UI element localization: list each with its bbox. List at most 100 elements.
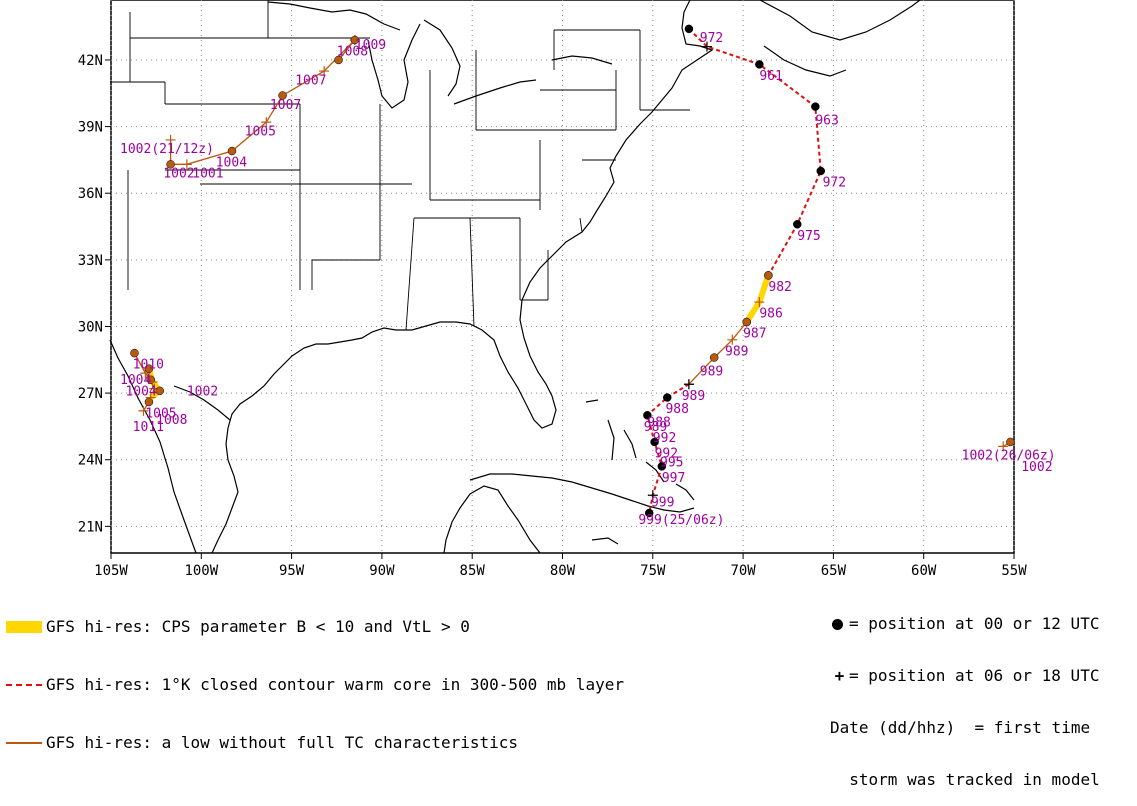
track-position-plus	[647, 490, 658, 501]
pressure-label: 1001	[192, 167, 223, 182]
legend-date-row: Date (dd/hhz) = first time	[830, 718, 1100, 737]
legend-date-label: Date (dd/hhz) = first time	[830, 718, 1091, 737]
pressure-label: 989	[682, 389, 705, 404]
pressure-label: 972	[823, 176, 846, 191]
lon-tick-label: 85W	[460, 563, 486, 579]
track-position-dot	[227, 146, 237, 156]
track-position-dot	[350, 35, 360, 45]
yucatan-coast	[443, 485, 541, 554]
pressure-label: 1005	[245, 124, 276, 139]
us-east-coast	[211, 0, 714, 554]
lon-tick-label: 90W	[369, 563, 395, 579]
pressure-label: 992	[655, 447, 678, 462]
lake-superior	[267, 1, 401, 31]
lon-tick-label: 55W	[1001, 563, 1027, 579]
lat-tick-label: 42N	[78, 53, 103, 69]
track-position-dot	[811, 102, 820, 111]
lake-michigan	[367, 23, 421, 109]
pressure-label: 1004	[216, 156, 247, 171]
pressure-label: 1010	[133, 358, 164, 373]
cuba-coast	[469, 473, 695, 513]
marker-legend: = position at 00 or 12 UTC + = position a…	[830, 580, 1100, 806]
legend-low-label: GFS hi-res: a low without full TC charac…	[46, 733, 519, 752]
pressure-label: 1007	[295, 73, 326, 88]
lat-tick-label: 39N	[78, 120, 103, 136]
storm-tracks	[130, 24, 1015, 518]
lat-tick-label: 33N	[78, 253, 103, 269]
pressure-label: 972	[700, 31, 723, 46]
low-swatch	[6, 742, 42, 744]
bahamas-3	[585, 399, 599, 403]
track-position-dot	[662, 393, 672, 402]
lake-erie	[453, 79, 537, 105]
state-borders	[110, 0, 690, 331]
legend-warm-row: GFS hi-res: 1°K closed contour warm core…	[0, 674, 624, 696]
pressure-label: 1007	[270, 98, 301, 113]
dot-icon	[832, 618, 843, 630]
track-position-dot	[657, 462, 667, 471]
pressure-label: 961	[759, 69, 782, 84]
legend-cps-label: GFS hi-res: CPS parameter B < 10 and VtL…	[46, 617, 470, 636]
track-position-dot	[650, 437, 659, 447]
pressure-label: 988	[665, 402, 688, 417]
pressure-label: 963	[815, 113, 838, 128]
track-position-plus	[145, 392, 156, 403]
lon-tick-label: 65W	[821, 563, 847, 579]
track-legend: GFS hi-res: CPS parameter B < 10 and VtL…	[0, 580, 624, 772]
bahamas-2	[623, 429, 637, 459]
track-position-dot	[1006, 437, 1015, 447]
track-position-plus	[319, 66, 330, 77]
lon-tick-label: 95W	[279, 563, 305, 579]
track-position-dot	[334, 55, 343, 65]
track-position-plus	[683, 379, 694, 390]
track-position-plus	[261, 117, 272, 128]
track-position-dot	[755, 60, 764, 69]
lake-ontario	[551, 55, 613, 65]
legend-warm-label: GFS hi-res: 1°K closed contour warm core…	[46, 675, 624, 694]
warm-core-swatch	[6, 684, 42, 686]
track-position-dot	[816, 166, 826, 176]
lat-tick-label: 21N	[78, 519, 103, 535]
legend-date-label-2: storm was tracked in model	[830, 770, 1100, 789]
pressure-label: 1002	[163, 167, 194, 182]
bahamas-4	[645, 461, 665, 483]
track-segment-low	[688, 321, 748, 385]
legend-dot-row: = position at 00 or 12 UTC	[830, 615, 1100, 633]
track-position-dot	[644, 508, 654, 518]
lat-lon-grid	[110, 0, 1015, 553]
pressure-label: 999(25/06z)	[638, 513, 724, 528]
lon-tick-label: 80W	[550, 563, 576, 579]
pressure-label: 1002(21/12z)	[120, 142, 214, 157]
track-segment-cps	[146, 367, 165, 400]
pressure-label: 988	[647, 415, 670, 430]
lake-huron	[423, 19, 461, 97]
pressure-label: 989	[700, 364, 723, 379]
track-position-dot	[166, 160, 175, 169]
storm-track-map: 9729619639729759829869879899899899889889…	[78, 0, 1056, 579]
pressure-label: 982	[768, 280, 791, 295]
legend-date-row-2: storm was tracked in model	[830, 770, 1100, 789]
mexico-coast	[109, 339, 197, 554]
track-position-plus	[754, 297, 765, 308]
lat-tick-label: 30N	[78, 319, 103, 335]
track-position-plus	[998, 441, 1009, 452]
pressure-label: 995	[660, 455, 683, 470]
pressure-label: 992	[653, 431, 676, 446]
track-position-plus	[181, 159, 192, 170]
track-position-plus	[727, 334, 738, 345]
track-position-plus	[138, 405, 149, 416]
pressure-label: 1008	[337, 45, 368, 60]
track-position-dot	[742, 317, 751, 327]
track-position-dot	[709, 353, 719, 362]
pressure-label: 987	[743, 327, 766, 342]
track-position-dot	[155, 386, 165, 396]
rio-grande	[173, 385, 231, 421]
track-position-plus	[701, 41, 712, 52]
track-position-dot	[144, 364, 154, 373]
legend-plus-row: + = position at 06 or 18 UTC	[830, 667, 1100, 685]
pressure-label: 1002	[1021, 460, 1052, 475]
lon-tick-label: 75W	[640, 563, 666, 579]
track-position-dot	[684, 24, 694, 34]
lon-tick-label: 70W	[730, 563, 756, 579]
track-position-plus	[165, 134, 176, 145]
